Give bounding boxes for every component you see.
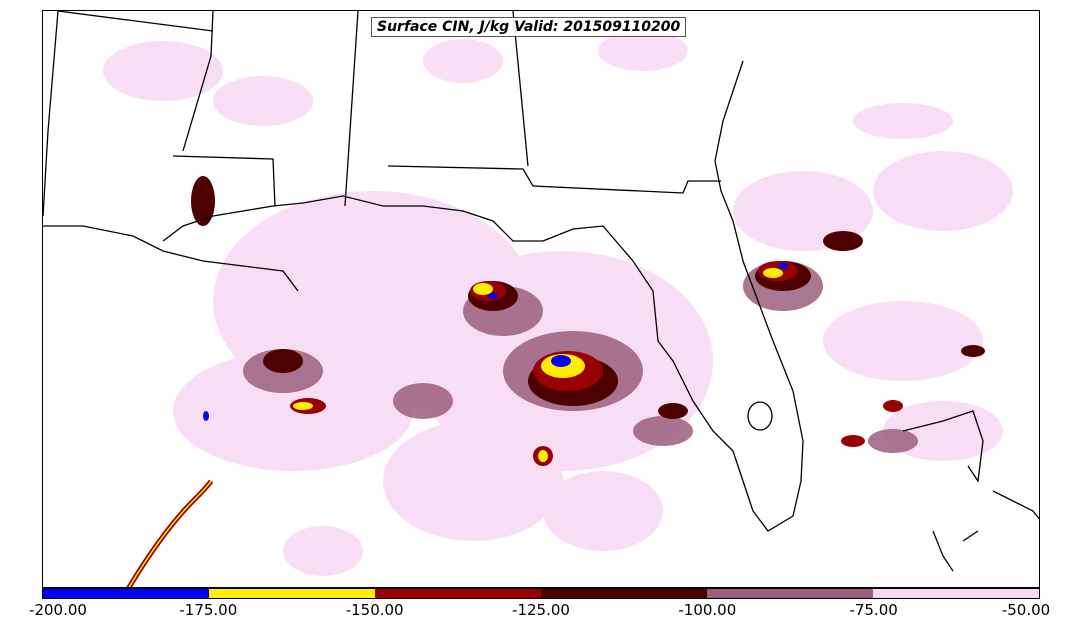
colorbar-tick-label: -150.00 [345,601,404,619]
colorbar-segment-3 [541,589,707,598]
colorbar-ticks: -200.00 -175.00 -150.00 -125.00 -100.00 -75.0… [29,601,1050,623]
colorbar-segment-5 [873,589,1039,598]
cin-blue-field [203,263,788,421]
colorbar-tick-label: -200.00 [29,601,87,619]
colorbar [42,588,1040,599]
cin-streak-southwest [126,479,214,587]
colorbar-tick-label: -100.00 [678,601,737,619]
map-canvas [43,11,1039,587]
colorbar-segment-2 [375,589,541,598]
colorbar-tick-label: -125.00 [512,601,570,619]
colorbar-tick-label: -75.00 [849,601,898,619]
cin-light-field [103,31,1013,576]
colorbar-segment-1 [209,589,375,598]
map-title: Surface CIN, J/kg Valid: 201509110200 [371,17,687,37]
map-panel: Surface CIN, J/kg Valid: 201509110200 [42,10,1040,588]
colorbar-segment-0 [43,589,209,598]
colorbar-tick-label: -175.00 [179,601,238,619]
colorbar-tick-label: -50.00 [1001,601,1051,619]
colorbar-segment-4 [707,589,873,598]
